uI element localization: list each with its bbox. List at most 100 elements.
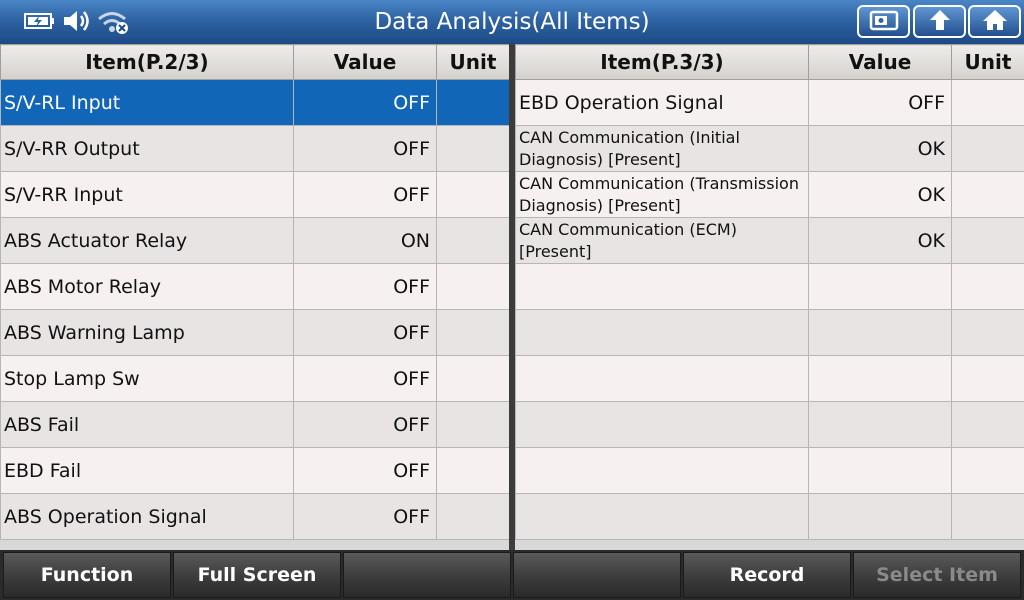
unit-cell (951, 447, 1024, 494)
unit-cell (436, 171, 510, 218)
value-cell: OFF (293, 171, 437, 218)
blank-button-1[interactable] (343, 552, 511, 598)
table-row[interactable] (515, 447, 1024, 494)
table-row[interactable]: ABS Actuator Relay ON (0, 217, 510, 264)
unit-cell (951, 493, 1024, 540)
value-cell: OK (808, 125, 952, 172)
item-cell: ABS Operation Signal (0, 493, 294, 540)
left-data-table: Item(P.2/3) Value Unit S/V-RL Input OFF … (0, 44, 510, 540)
unit-cell (436, 125, 510, 172)
table-row[interactable] (515, 309, 1024, 356)
speaker-icon (62, 9, 92, 37)
full-screen-button[interactable]: Full Screen (173, 552, 341, 598)
value-cell: OFF (293, 309, 437, 356)
home-icon (981, 8, 1009, 36)
table-row[interactable]: ABS Warning Lamp OFF (0, 309, 510, 356)
right-data-panel: Item(P.3/3) Value Unit EBD Operation Sig… (515, 44, 1024, 550)
unit-cell (951, 355, 1024, 402)
value-cell: OFF (293, 263, 437, 310)
unit-cell (951, 217, 1024, 264)
table-row[interactable]: Stop Lamp Sw OFF (0, 355, 510, 402)
battery-charging-icon (24, 12, 56, 34)
table-row[interactable] (515, 401, 1024, 448)
value-cell: OFF (293, 401, 437, 448)
unit-cell (436, 309, 510, 356)
column-header-value[interactable]: Value (293, 44, 437, 80)
item-cell: S/V-RR Output (0, 125, 294, 172)
wifi-off-icon (96, 9, 130, 39)
column-header-item[interactable]: Item(P.2/3) (0, 44, 294, 80)
page-title: Data Analysis(All Items) (374, 9, 650, 35)
table-row[interactable]: S/V-RR Output OFF (0, 125, 510, 172)
item-cell: ABS Motor Relay (0, 263, 294, 310)
item-cell: EBD Operation Signal (515, 79, 809, 126)
table-row[interactable]: S/V-RR Input OFF (0, 171, 510, 218)
table-row[interactable] (515, 493, 1024, 540)
item-cell: S/V-RL Input (0, 79, 294, 126)
column-header-unit[interactable]: Unit (436, 44, 510, 80)
panel-divider (509, 44, 515, 550)
table-row[interactable]: CAN Communication (Transmission Diagnosi… (515, 171, 1024, 218)
table-row[interactable]: S/V-RL Input OFF (0, 79, 510, 126)
unit-cell (951, 125, 1024, 172)
item-cell: CAN Communication (ECM) [Present] (515, 217, 809, 264)
item-cell: ABS Fail (0, 401, 294, 448)
item-cell (515, 355, 809, 402)
table-row[interactable] (515, 355, 1024, 402)
blank-button-2[interactable] (513, 552, 681, 598)
back-up-button[interactable] (913, 5, 966, 38)
column-header-unit[interactable]: Unit (951, 44, 1024, 80)
item-cell (515, 263, 809, 310)
table-header-row: Item(P.2/3) Value Unit (0, 44, 510, 80)
value-cell: OFF (808, 79, 952, 126)
table-row[interactable]: ABS Operation Signal OFF (0, 493, 510, 540)
unit-cell (436, 355, 510, 402)
item-cell: ABS Warning Lamp (0, 309, 294, 356)
screenshot-icon (869, 9, 899, 35)
screenshot-button[interactable] (857, 5, 910, 38)
back-up-icon (926, 8, 954, 36)
unit-cell (951, 171, 1024, 218)
value-cell: OK (808, 217, 952, 264)
value-cell: OFF (293, 447, 437, 494)
value-cell (808, 447, 952, 494)
table-header-row: Item(P.3/3) Value Unit (515, 44, 1024, 80)
value-cell (808, 401, 952, 448)
item-cell (515, 493, 809, 540)
unit-cell (951, 401, 1024, 448)
item-cell: ABS Actuator Relay (0, 217, 294, 264)
select-item-button[interactable]: Select Item (853, 552, 1021, 598)
value-cell: OFF (293, 493, 437, 540)
home-button[interactable] (968, 5, 1021, 38)
table-row[interactable]: EBD Operation Signal OFF (515, 79, 1024, 126)
unit-cell (436, 447, 510, 494)
left-data-panel: Item(P.2/3) Value Unit S/V-RL Input OFF … (0, 44, 510, 550)
value-cell (808, 493, 952, 540)
item-cell: CAN Communication (Initial Diagnosis) [P… (515, 125, 809, 172)
unit-cell (951, 79, 1024, 126)
table-row[interactable]: ABS Motor Relay OFF (0, 263, 510, 310)
table-row[interactable] (515, 263, 1024, 310)
value-cell (808, 263, 952, 310)
unit-cell (436, 493, 510, 540)
record-button[interactable]: Record (683, 552, 851, 598)
unit-cell (951, 263, 1024, 310)
item-cell: CAN Communication (Transmission Diagnosi… (515, 171, 809, 218)
value-cell: OK (808, 171, 952, 218)
unit-cell (436, 263, 510, 310)
value-cell: OFF (293, 125, 437, 172)
item-cell (515, 447, 809, 494)
unit-cell (951, 309, 1024, 356)
column-header-value[interactable]: Value (808, 44, 952, 80)
value-cell: ON (293, 217, 437, 264)
item-cell (515, 401, 809, 448)
item-cell: Stop Lamp Sw (0, 355, 294, 402)
value-cell: OFF (293, 355, 437, 402)
table-row[interactable]: EBD Fail OFF (0, 447, 510, 494)
function-button[interactable]: Function (3, 552, 171, 598)
value-cell (808, 309, 952, 356)
table-row[interactable]: CAN Communication (Initial Diagnosis) [P… (515, 125, 1024, 172)
table-row[interactable]: CAN Communication (ECM) [Present] OK (515, 217, 1024, 264)
column-header-item[interactable]: Item(P.3/3) (515, 44, 809, 80)
table-row[interactable]: ABS Fail OFF (0, 401, 510, 448)
